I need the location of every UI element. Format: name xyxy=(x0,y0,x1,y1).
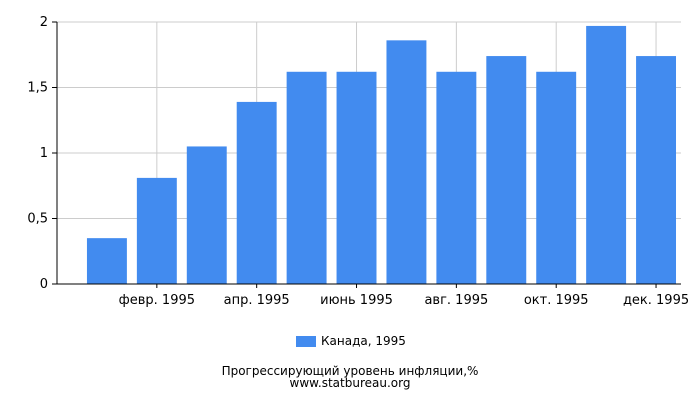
x-tick-label: февр. 1995 xyxy=(119,293,195,308)
bar xyxy=(636,56,677,285)
bar xyxy=(586,25,627,285)
bar xyxy=(536,71,577,284)
legend-swatch xyxy=(296,335,316,347)
bar xyxy=(336,71,377,284)
bar xyxy=(436,71,477,284)
bar xyxy=(236,101,277,284)
bar xyxy=(486,56,527,285)
x-tick-label: авг. 1995 xyxy=(424,293,488,308)
x-tick-label: июнь 1995 xyxy=(320,293,393,308)
x-tick-label: апр. 1995 xyxy=(224,293,290,308)
y-tick-label: 1 xyxy=(40,146,48,161)
legend-label: Канада, 1995 xyxy=(321,334,406,348)
source-url: www.statbureau.org xyxy=(289,376,411,390)
y-tick-label: 0,5 xyxy=(27,212,48,227)
y-tick-label: 0 xyxy=(40,277,48,292)
bar xyxy=(86,238,127,284)
bar xyxy=(386,40,427,285)
bar xyxy=(136,177,177,284)
chart-title: Прогрессирующий уровень инфляции,% xyxy=(221,364,479,378)
x-tick-label: дек. 1995 xyxy=(623,293,689,308)
bar xyxy=(286,71,327,284)
bar xyxy=(186,146,227,284)
x-tick-label: окт. 1995 xyxy=(524,293,589,308)
y-tick-label: 1,5 xyxy=(27,81,48,96)
y-tick-label: 2 xyxy=(40,15,48,30)
chart-legend: Канада, 1995 xyxy=(296,332,406,350)
